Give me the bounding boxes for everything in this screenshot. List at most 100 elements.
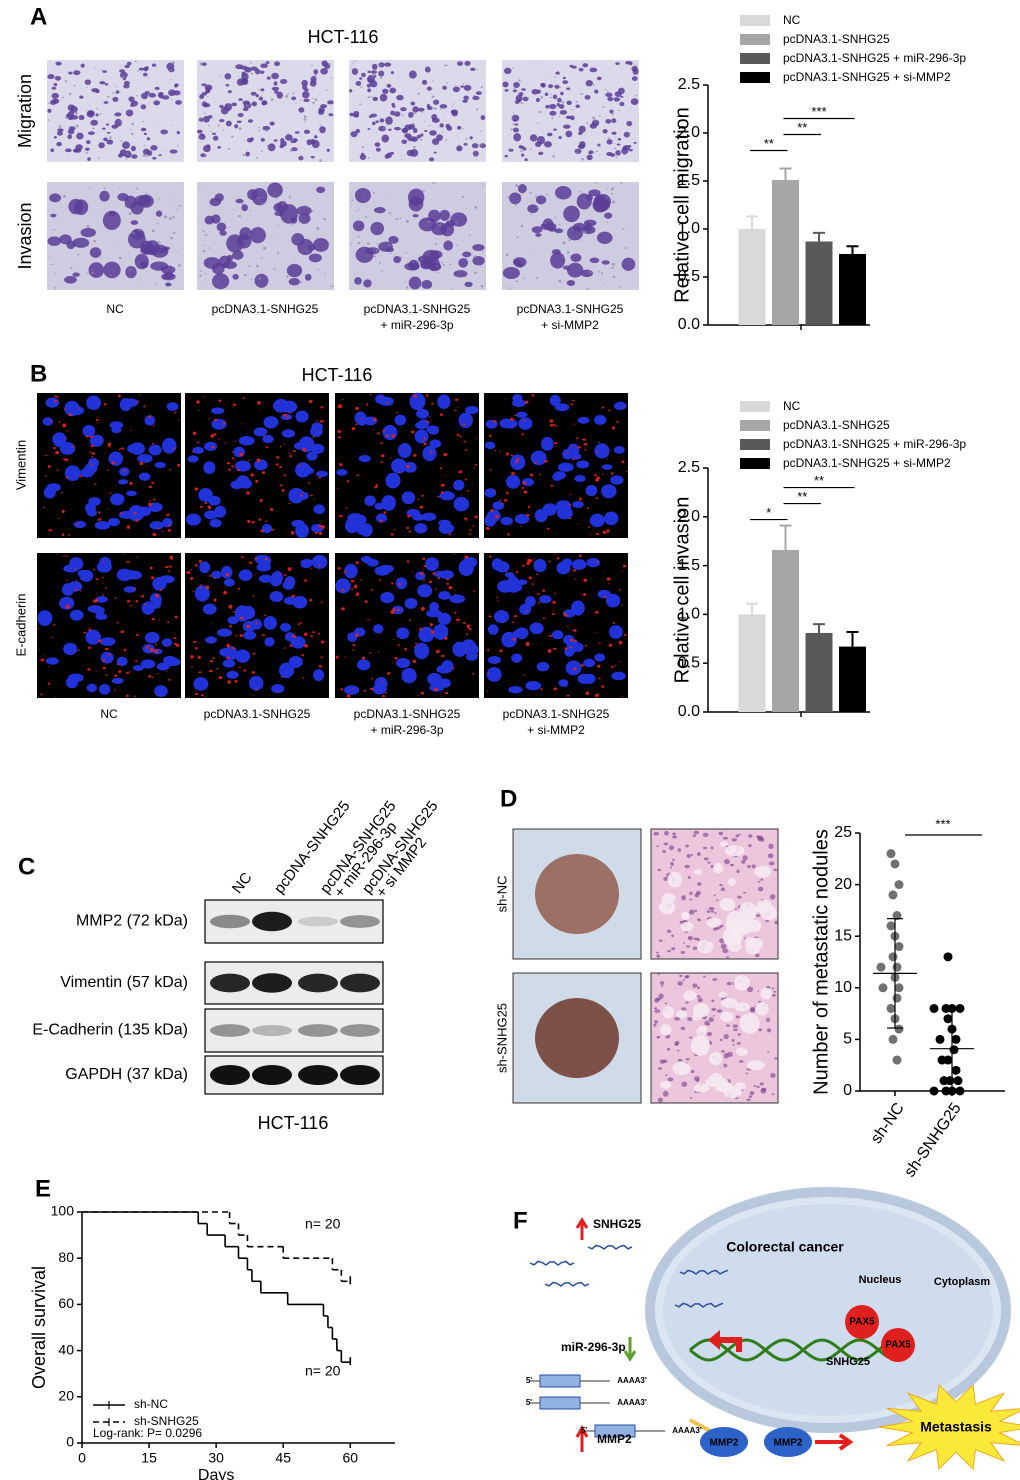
stain <box>258 574 274 583</box>
stain <box>506 491 509 495</box>
stain <box>401 114 404 117</box>
stain <box>615 156 618 158</box>
stain <box>534 508 548 523</box>
stain <box>198 671 202 674</box>
stain <box>393 111 397 114</box>
stain <box>304 643 308 648</box>
stain <box>370 96 373 98</box>
stain <box>654 1009 661 1013</box>
stain <box>62 423 67 428</box>
stain <box>87 157 91 161</box>
stain <box>504 89 509 92</box>
stain <box>95 670 97 672</box>
stain <box>154 649 159 653</box>
stain <box>583 578 588 583</box>
y-tick-label: 2.5 <box>678 76 700 93</box>
stain <box>256 264 259 268</box>
stain <box>379 64 382 67</box>
stain <box>263 615 277 630</box>
stain <box>508 685 511 686</box>
stain <box>209 641 212 643</box>
down-arrow <box>623 1337 637 1362</box>
stain <box>685 975 690 979</box>
stain <box>294 442 305 450</box>
stain <box>712 1015 716 1017</box>
stain <box>210 130 212 132</box>
stain <box>89 451 92 454</box>
stain <box>55 553 58 555</box>
legend-label: pcDNA3.1-SNHG25 + miR-296-3p <box>783 51 966 65</box>
stain <box>213 433 217 436</box>
stain <box>681 911 690 920</box>
stain <box>88 496 101 506</box>
stain <box>389 87 397 94</box>
stain <box>166 402 179 411</box>
stain <box>696 1079 700 1082</box>
stain <box>211 446 216 449</box>
stain <box>125 266 137 279</box>
stain <box>185 513 202 526</box>
stain <box>381 495 396 511</box>
stain <box>445 582 450 585</box>
stain <box>64 148 72 153</box>
stain <box>53 93 55 94</box>
stain <box>94 521 111 530</box>
stain <box>85 435 89 438</box>
stain <box>386 124 388 126</box>
stain <box>736 1047 748 1056</box>
stain <box>47 465 51 468</box>
stain <box>57 128 64 132</box>
stain <box>91 271 94 275</box>
stain <box>539 620 542 622</box>
stain <box>408 619 412 622</box>
stain <box>248 459 251 462</box>
stain <box>149 566 153 570</box>
data-point <box>941 1086 951 1096</box>
stain <box>711 1007 717 1011</box>
stain <box>364 495 376 507</box>
stain <box>622 146 627 149</box>
stain <box>388 236 399 244</box>
stain <box>689 891 693 895</box>
stain <box>741 859 746 864</box>
stain <box>718 991 728 999</box>
stain <box>487 655 502 664</box>
stain <box>291 594 296 598</box>
stain <box>622 564 627 568</box>
stain <box>595 182 598 184</box>
stain <box>62 239 64 241</box>
stain <box>204 279 207 281</box>
stain <box>437 495 440 498</box>
stain <box>541 82 546 88</box>
stain <box>50 213 57 218</box>
stain <box>222 129 224 131</box>
stain <box>563 205 580 223</box>
stain <box>103 137 108 142</box>
stain <box>100 517 103 519</box>
stain <box>576 460 590 469</box>
stain <box>107 220 110 222</box>
y-tick-label: 20 <box>58 1388 74 1404</box>
stain <box>755 1002 769 1016</box>
stain <box>381 454 385 458</box>
stain <box>270 576 282 587</box>
stain <box>277 689 279 692</box>
stain <box>83 631 87 634</box>
stain <box>145 155 148 158</box>
stain <box>540 96 544 99</box>
data-point <box>890 859 900 869</box>
stain <box>86 683 97 693</box>
stain <box>222 421 226 424</box>
stain <box>75 144 83 151</box>
stain <box>68 413 73 417</box>
stain <box>462 556 478 569</box>
stain <box>719 884 723 887</box>
stain <box>42 654 45 656</box>
stain <box>220 565 233 579</box>
stain <box>720 1011 734 1023</box>
stain <box>164 215 168 219</box>
stain <box>250 91 257 96</box>
stain <box>584 95 591 100</box>
stain <box>68 534 71 536</box>
stain <box>54 395 58 398</box>
